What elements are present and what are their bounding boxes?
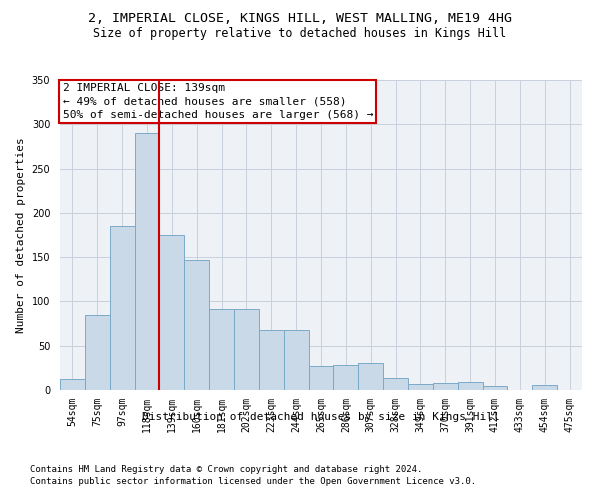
Bar — [408, 384, 433, 390]
Text: Contains HM Land Registry data © Crown copyright and database right 2024.: Contains HM Land Registry data © Crown c… — [30, 465, 422, 474]
Text: Contains public sector information licensed under the Open Government Licence v3: Contains public sector information licen… — [30, 478, 476, 486]
Bar — [259, 330, 284, 390]
Bar — [234, 310, 259, 390]
Bar — [110, 226, 134, 390]
Bar — [308, 366, 334, 390]
Bar — [358, 364, 383, 390]
Text: Size of property relative to detached houses in Kings Hill: Size of property relative to detached ho… — [94, 28, 506, 40]
Bar — [482, 386, 508, 390]
Bar — [60, 380, 85, 390]
Text: Distribution of detached houses by size in Kings Hill: Distribution of detached houses by size … — [142, 412, 500, 422]
Bar — [85, 314, 110, 390]
Bar — [433, 383, 458, 390]
Text: 2, IMPERIAL CLOSE, KINGS HILL, WEST MALLING, ME19 4HG: 2, IMPERIAL CLOSE, KINGS HILL, WEST MALL… — [88, 12, 512, 26]
Text: 2 IMPERIAL CLOSE: 139sqm
← 49% of detached houses are smaller (558)
50% of semi-: 2 IMPERIAL CLOSE: 139sqm ← 49% of detach… — [62, 83, 373, 120]
Bar — [532, 384, 557, 390]
Y-axis label: Number of detached properties: Number of detached properties — [16, 137, 26, 333]
Bar — [458, 382, 482, 390]
Bar — [383, 378, 408, 390]
Bar — [334, 365, 358, 390]
Bar — [184, 260, 209, 390]
Bar — [160, 235, 184, 390]
Bar — [209, 310, 234, 390]
Bar — [284, 330, 308, 390]
Bar — [134, 133, 160, 390]
